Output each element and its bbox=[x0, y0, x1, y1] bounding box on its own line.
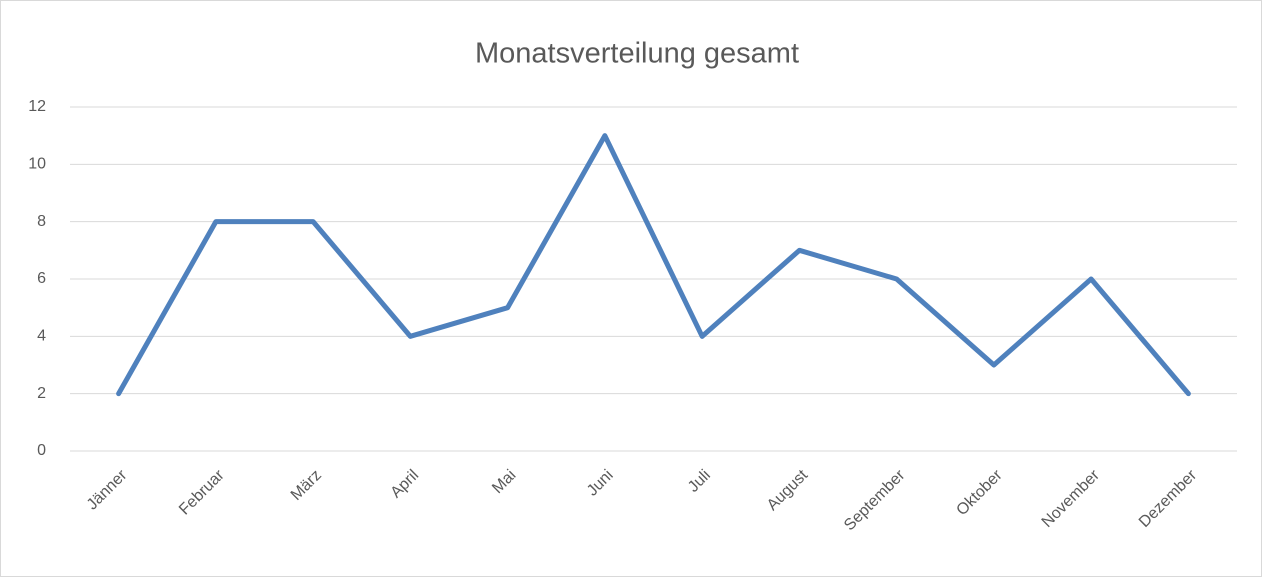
y-tick-label: 6 bbox=[37, 270, 46, 287]
y-tick-label: 2 bbox=[37, 385, 46, 402]
chart-title: Monatsverteilung gesamt bbox=[475, 38, 799, 70]
line bbox=[116, 133, 1191, 397]
y-tick-label: 4 bbox=[37, 328, 46, 345]
y-tick-label: 10 bbox=[28, 156, 46, 173]
y-tick-label: 12 bbox=[28, 98, 46, 115]
y-tick-label: 0 bbox=[37, 442, 46, 459]
y-tick-label: 8 bbox=[37, 213, 46, 230]
